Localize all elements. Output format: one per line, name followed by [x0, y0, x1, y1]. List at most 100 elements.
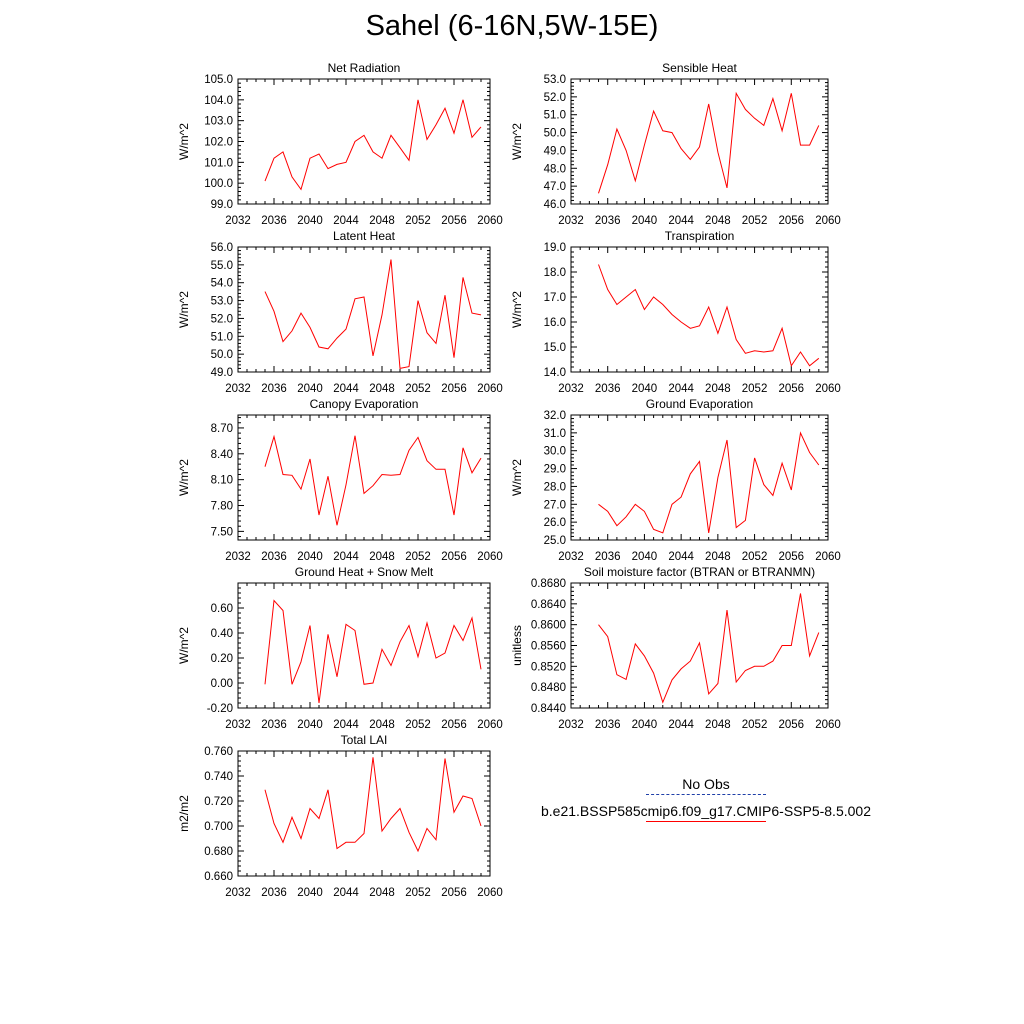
y-tick-label: 51.0 — [544, 110, 566, 122]
data-point — [327, 348, 329, 350]
data-point — [318, 817, 320, 819]
data-point — [680, 321, 682, 323]
x-tick-label: 2032 — [225, 719, 251, 731]
data-point — [662, 303, 664, 305]
data-point — [345, 161, 347, 163]
data-point — [453, 811, 455, 813]
data-point — [597, 623, 599, 625]
y-tick-label: 50.0 — [211, 349, 233, 361]
data-point — [417, 436, 419, 438]
y-tick-label: 0.8440 — [531, 703, 566, 715]
data-point — [453, 514, 455, 516]
data-point — [799, 351, 801, 353]
y-tick-label: 0.740 — [204, 771, 233, 783]
x-tick-label: 2044 — [668, 215, 694, 227]
x-tick-label: 2048 — [369, 383, 395, 395]
data-point — [643, 510, 645, 512]
data-point — [480, 314, 482, 316]
data-point — [399, 367, 401, 369]
data-point — [390, 817, 392, 819]
data-point — [634, 503, 636, 505]
data-point — [689, 327, 691, 329]
data-point — [772, 660, 774, 662]
y-tick-label: 0.60 — [211, 603, 233, 615]
y-tick-label: 54.0 — [211, 278, 233, 290]
plot-frame — [570, 414, 829, 541]
panel-6: Ground Evaporation W/m^2 2032 2036 2040 2044 2… — [510, 397, 841, 563]
x-tick-label: 2044 — [333, 383, 359, 395]
data-point — [363, 296, 365, 298]
data-point — [689, 158, 691, 160]
data-point — [707, 532, 709, 534]
data-point — [282, 841, 284, 843]
data-point — [790, 644, 792, 646]
panel-title: Total LAI — [341, 733, 388, 747]
y-tick-label: 0.660 — [204, 871, 233, 883]
y-tick-label: 0.700 — [204, 821, 233, 833]
x-tick-label: 2036 — [595, 719, 621, 731]
data-point — [680, 147, 682, 149]
data-point — [597, 192, 599, 194]
plot-frame — [237, 414, 491, 541]
panel-title: Canopy Evaporation — [310, 397, 419, 411]
x-tick-label: 2040 — [297, 215, 323, 227]
data-point — [726, 609, 728, 611]
data-point — [309, 807, 311, 809]
data-point — [643, 308, 645, 310]
data-point — [707, 693, 709, 695]
data-point — [345, 623, 347, 625]
y-tick-label: 26.0 — [544, 517, 566, 529]
data-point — [818, 357, 820, 359]
data-point — [471, 617, 473, 619]
y-axis-label: W/m^2 — [177, 123, 191, 160]
data-point — [753, 665, 755, 667]
data-point — [291, 330, 293, 332]
data-point — [698, 642, 700, 644]
plot-frame — [570, 78, 829, 205]
data-point — [435, 468, 437, 470]
y-tick-label: 100.0 — [204, 178, 233, 190]
x-tick-label: 2044 — [668, 719, 694, 731]
x-tick-label: 2052 — [742, 551, 768, 563]
data-point — [453, 132, 455, 134]
data-point — [634, 180, 636, 182]
x-tick-label: 2048 — [369, 551, 395, 563]
x-tick-label: 2048 — [369, 719, 395, 731]
data-point — [625, 516, 627, 518]
x-tick-label: 2060 — [815, 215, 841, 227]
x-tick-label: 2048 — [705, 215, 731, 227]
y-tick-label: 18.0 — [544, 267, 566, 279]
data-point — [300, 312, 302, 314]
data-point — [318, 346, 320, 348]
data-point — [291, 683, 293, 685]
panel-2: Sensible Heat W/m^2 2032 2036 2040 2044 2048 20… — [510, 61, 841, 227]
data-point — [717, 682, 719, 684]
data-point — [354, 629, 356, 631]
y-tick-label: 0.8680 — [531, 578, 566, 590]
y-tick-label: 29.0 — [544, 464, 566, 476]
data-point — [616, 128, 618, 130]
x-tick-label: 2056 — [778, 551, 804, 563]
y-tick-label: 32.0 — [544, 410, 566, 422]
data-point — [808, 451, 810, 453]
data-point — [662, 701, 664, 703]
data-point — [735, 338, 737, 340]
data-point — [417, 299, 419, 301]
data-point — [662, 532, 664, 534]
data-point — [426, 459, 428, 461]
data-point — [354, 140, 356, 142]
data-point — [717, 332, 719, 334]
data-point — [336, 676, 338, 678]
data-point — [607, 635, 609, 637]
data-point — [808, 144, 810, 146]
x-tick-label: 2056 — [441, 215, 467, 227]
data-point — [300, 661, 302, 663]
y-tick-label: 8.70 — [211, 423, 233, 435]
x-tick-label: 2060 — [477, 719, 503, 731]
data-point — [300, 837, 302, 839]
data-point — [753, 350, 755, 352]
x-tick-label: 2060 — [477, 887, 503, 899]
data-point — [444, 107, 446, 109]
data-point — [652, 110, 654, 112]
data-point — [744, 519, 746, 521]
